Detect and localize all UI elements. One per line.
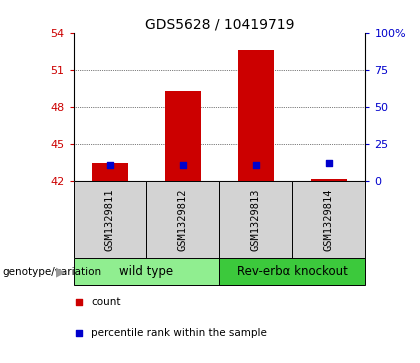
Text: genotype/variation: genotype/variation	[2, 266, 101, 277]
Text: wild type: wild type	[119, 265, 173, 278]
Text: GSM1329814: GSM1329814	[324, 188, 334, 251]
Text: GSM1329812: GSM1329812	[178, 188, 188, 251]
Text: GSM1329813: GSM1329813	[251, 188, 261, 251]
Text: ▶: ▶	[55, 265, 65, 278]
Text: count: count	[91, 297, 121, 307]
Bar	[165, 91, 201, 181]
Point	[180, 162, 186, 168]
Title: GDS5628 / 10419719: GDS5628 / 10419719	[145, 17, 294, 32]
Point	[76, 330, 83, 336]
Point	[326, 160, 332, 166]
Bar	[292, 181, 365, 258]
Text: Rev-erbα knockout: Rev-erbα knockout	[237, 265, 348, 278]
Bar	[220, 258, 365, 285]
Bar	[238, 50, 274, 181]
Point	[76, 299, 83, 305]
Point	[252, 162, 259, 168]
Bar	[74, 181, 147, 258]
Bar	[92, 163, 128, 181]
Bar	[220, 181, 292, 258]
Bar	[147, 181, 220, 258]
Text: percentile rank within the sample: percentile rank within the sample	[91, 328, 267, 338]
Text: GSM1329811: GSM1329811	[105, 188, 115, 251]
Bar	[311, 179, 347, 181]
Bar	[74, 258, 220, 285]
Point	[107, 162, 113, 168]
